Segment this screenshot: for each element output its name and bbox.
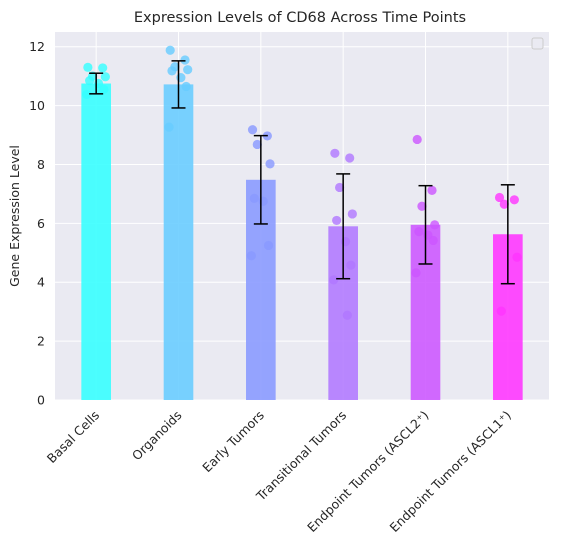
data-point — [412, 134, 422, 145]
bar — [163, 84, 194, 400]
data-point — [346, 260, 356, 270]
data-point — [496, 306, 506, 316]
plot-area — [55, 32, 549, 401]
data-point — [509, 195, 519, 205]
data-point — [252, 139, 262, 150]
y-tick-label: 8 — [37, 157, 45, 172]
data-point — [246, 251, 256, 261]
data-point — [249, 193, 259, 203]
data-point — [247, 125, 258, 135]
data-point — [165, 45, 175, 55]
y-tick-label: 0 — [37, 393, 45, 408]
x-tick-label: Early Tumors — [199, 408, 267, 476]
chart-title: Expression Levels of CD68 Across Time Po… — [134, 10, 466, 26]
data-point — [176, 73, 186, 83]
data-point — [330, 148, 340, 158]
data-point — [99, 84, 109, 95]
y-tick-labels: 0 2 4 6 8 10 12 — [29, 39, 45, 407]
data-point — [329, 275, 339, 285]
x-tick-label: Transitional Tumors — [253, 408, 350, 505]
data-point — [494, 192, 505, 203]
data-point — [342, 310, 352, 320]
data-point — [499, 199, 509, 209]
bars — [81, 83, 523, 401]
data-point — [340, 237, 351, 247]
y-axis-title: Gene Expression Level — [7, 145, 22, 287]
data-point — [258, 196, 268, 206]
y-tick-label: 6 — [37, 216, 45, 231]
x-tick-label: Organoids — [129, 408, 185, 464]
plot-background — [55, 32, 549, 400]
data-point — [417, 201, 427, 211]
data-point — [183, 65, 193, 75]
data-point — [83, 62, 93, 72]
data-point — [427, 185, 437, 195]
data-point — [414, 227, 424, 237]
y-tick-label: 12 — [29, 39, 45, 54]
y-tick-label: 4 — [37, 275, 45, 290]
data-point — [181, 81, 191, 92]
data-point — [265, 159, 275, 169]
data-point — [263, 240, 274, 251]
x-tick-label: Basal Cells — [44, 408, 103, 467]
data-point — [512, 252, 522, 262]
bar — [81, 83, 111, 401]
data-point — [428, 235, 438, 246]
legend — [531, 37, 544, 50]
data-point — [335, 182, 345, 193]
data-point — [100, 72, 110, 82]
data-point — [164, 122, 174, 132]
y-tick-label: 10 — [29, 98, 45, 113]
error-bars — [89, 60, 515, 285]
data-point — [180, 55, 190, 65]
data-point — [332, 215, 342, 226]
data-point — [167, 66, 177, 76]
data-point — [345, 153, 355, 163]
data-point — [347, 209, 357, 219]
data-point — [85, 75, 95, 86]
y-tick-label: 2 — [37, 334, 45, 349]
data-point — [82, 89, 92, 100]
x-tick-labels: Basal Cells Organoids Early TumorsTransiti… — [44, 408, 514, 535]
data-point — [430, 220, 440, 230]
data-point — [98, 63, 108, 73]
data-point — [411, 268, 421, 278]
